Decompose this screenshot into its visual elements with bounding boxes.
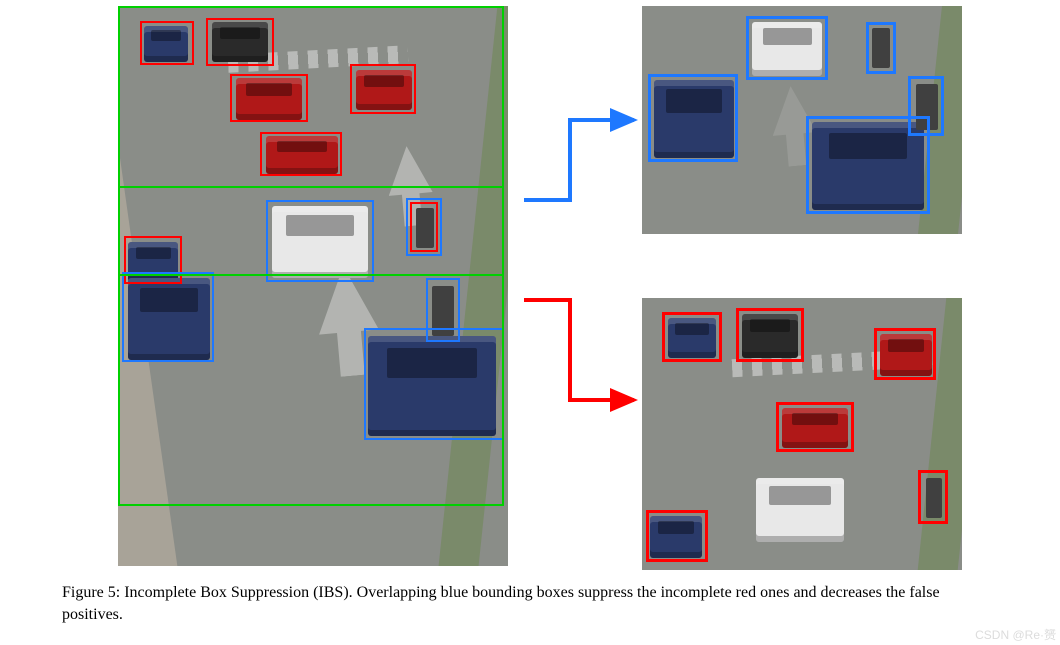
bbox-red <box>874 328 936 380</box>
figure-caption: Figure 5: Incomplete Box Suppression (IB… <box>62 582 998 625</box>
car-object <box>756 478 844 542</box>
bbox-red <box>646 510 708 562</box>
bbox-red <box>776 402 854 452</box>
watermark: CSDN @Re·赟 <box>975 626 1056 643</box>
bbox-blue <box>908 76 944 136</box>
bbox-blue <box>866 22 896 74</box>
bbox-blue <box>648 74 738 162</box>
bbox-red <box>736 308 804 362</box>
top-right-panel <box>642 6 962 234</box>
bbox-green <box>118 186 504 506</box>
red-arrow <box>524 300 634 400</box>
bbox-red <box>918 470 948 524</box>
figure-area <box>62 0 998 575</box>
bbox-blue <box>746 16 828 80</box>
blue-arrow <box>524 120 634 200</box>
bottom-right-panel <box>642 298 962 570</box>
main-panel <box>118 6 508 566</box>
bbox-red <box>662 312 722 362</box>
